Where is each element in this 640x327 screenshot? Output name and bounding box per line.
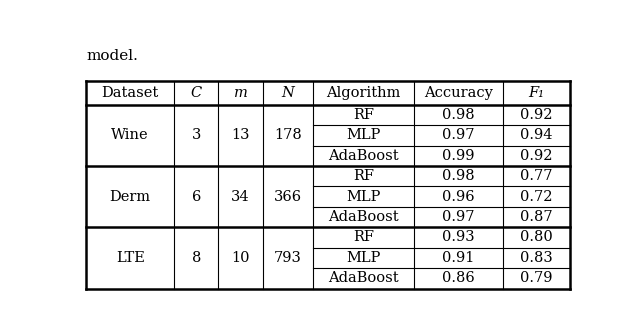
Text: 0.91: 0.91: [442, 251, 475, 265]
Text: 0.86: 0.86: [442, 271, 475, 285]
Text: Accuracy: Accuracy: [424, 86, 493, 100]
Text: MLP: MLP: [346, 190, 381, 204]
Text: 0.79: 0.79: [520, 271, 552, 285]
Text: RF: RF: [353, 108, 374, 122]
Text: 0.99: 0.99: [442, 149, 475, 163]
Text: 0.92: 0.92: [520, 108, 552, 122]
Text: AdaBoost: AdaBoost: [328, 271, 399, 285]
Text: 793: 793: [274, 251, 302, 265]
Text: 0.98: 0.98: [442, 169, 475, 183]
Text: RF: RF: [353, 231, 374, 245]
Text: Derm: Derm: [109, 190, 151, 204]
Text: 0.98: 0.98: [442, 108, 475, 122]
Text: 0.97: 0.97: [442, 128, 475, 142]
Text: model.: model.: [86, 49, 138, 63]
Text: 0.94: 0.94: [520, 128, 552, 142]
Text: 10: 10: [231, 251, 250, 265]
Text: 0.93: 0.93: [442, 231, 475, 245]
Text: 3: 3: [191, 128, 201, 142]
Text: LTE: LTE: [116, 251, 145, 265]
Text: 0.92: 0.92: [520, 149, 552, 163]
Text: 13: 13: [231, 128, 250, 142]
Text: 0.96: 0.96: [442, 190, 475, 204]
Text: m: m: [234, 86, 248, 100]
Text: 0.77: 0.77: [520, 169, 552, 183]
Text: 0.80: 0.80: [520, 231, 553, 245]
Text: 34: 34: [231, 190, 250, 204]
Text: F₁: F₁: [529, 86, 545, 100]
Text: Dataset: Dataset: [102, 86, 159, 100]
Text: C: C: [191, 86, 202, 100]
Text: MLP: MLP: [346, 251, 381, 265]
Text: 0.72: 0.72: [520, 190, 552, 204]
Text: 0.87: 0.87: [520, 210, 553, 224]
Text: AdaBoost: AdaBoost: [328, 149, 399, 163]
Text: 366: 366: [274, 190, 302, 204]
Text: 0.83: 0.83: [520, 251, 553, 265]
Text: AdaBoost: AdaBoost: [328, 210, 399, 224]
Text: N: N: [282, 86, 294, 100]
Text: 178: 178: [274, 128, 302, 142]
Text: Wine: Wine: [111, 128, 149, 142]
Text: MLP: MLP: [346, 128, 381, 142]
Text: 8: 8: [191, 251, 201, 265]
Text: 0.97: 0.97: [442, 210, 475, 224]
Text: Algorithm: Algorithm: [326, 86, 401, 100]
Text: RF: RF: [353, 169, 374, 183]
Text: 6: 6: [191, 190, 201, 204]
